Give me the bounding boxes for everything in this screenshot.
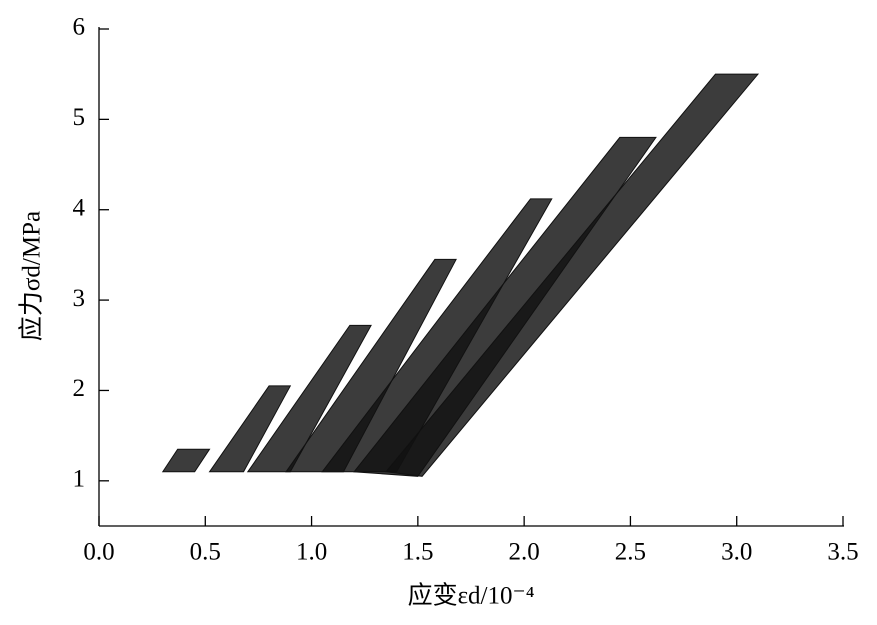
x-tick-label: 1.5: [402, 539, 433, 566]
x-tick-label: 2.0: [509, 539, 540, 566]
x-tick-label: 1.0: [296, 539, 327, 566]
loop-band: [161, 448, 211, 473]
y-tick-label: 3: [73, 285, 86, 312]
loop-band: [208, 385, 292, 473]
y-tick-label: 1: [73, 466, 86, 493]
x-tick-label: 3.0: [721, 539, 752, 566]
loop-band: [385, 73, 760, 477]
y-tick-label: 6: [73, 14, 86, 41]
loop-band: [353, 136, 657, 477]
y-axis-label: 应力σd/MPa: [18, 211, 46, 341]
x-tick-label: 3.5: [827, 539, 858, 566]
x-tick-label: 0.5: [190, 539, 221, 566]
y-tick-label: 4: [73, 194, 86, 221]
y-tick-label: 2: [73, 375, 86, 402]
x-axis-label: 应变εd/10⁻⁴: [408, 582, 535, 610]
x-tick-label: 0.0: [83, 539, 114, 566]
y-tick-label: 5: [73, 104, 86, 131]
loop-band: [246, 324, 372, 473]
x-tick-label: 2.5: [615, 539, 646, 566]
